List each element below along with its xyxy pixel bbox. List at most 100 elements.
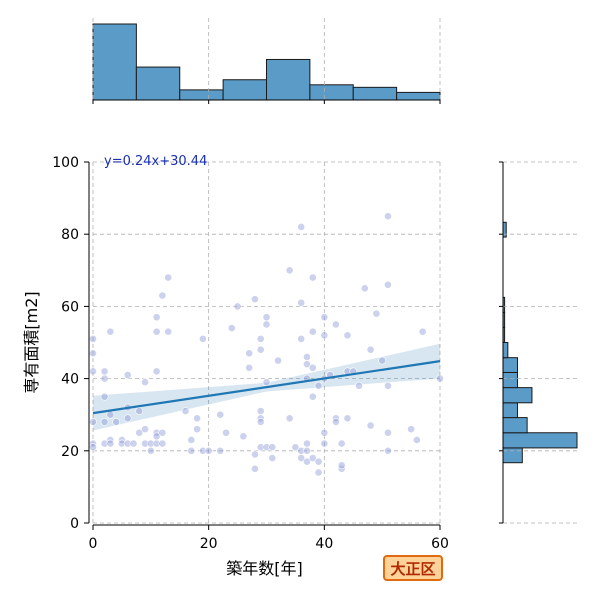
data-point [198,334,207,343]
data-point [251,464,259,473]
right-histogram-bar [502,387,533,404]
data-point [384,280,392,289]
data-point [112,418,121,426]
data-point [158,439,167,448]
data-point [297,334,306,343]
data-point [366,345,375,354]
data-point [331,320,340,329]
data-point [216,410,225,419]
data-point [187,436,196,444]
data-point [384,381,392,390]
data-point [262,378,271,387]
data-point [303,353,311,361]
data-point [198,446,207,455]
data-point [308,273,317,282]
data-point [129,439,138,448]
data-point [100,418,109,426]
top-histogram-bar [396,91,441,101]
x-tick-label: 60 [431,536,449,552]
data-point [222,428,230,437]
data-point [262,443,271,452]
top-histogram-bar [352,86,398,101]
right-histogram [499,161,578,524]
right-histogram-bar [502,432,578,449]
data-point [314,457,323,466]
data-point [320,313,329,322]
data-point [100,367,109,376]
data-point [106,410,115,419]
y-tick-label: 80 [61,227,79,243]
data-point [314,468,323,477]
data-point [308,327,317,336]
data-point [152,327,161,336]
data-point [135,407,144,415]
data-point [331,418,340,426]
data-point [100,374,109,383]
regression-line [92,360,441,415]
data-point [118,439,126,448]
data-point [146,446,155,455]
data-point [251,450,259,459]
data-point [308,454,317,462]
data-point [227,324,236,332]
data-point [343,331,352,340]
y-axis-label: 専有面積[m2] [22,291,41,393]
right-histogram-bar [502,417,528,434]
data-point [343,414,352,423]
y-tick-label: 100 [52,155,79,171]
data-point [268,454,277,462]
data-point [372,309,381,318]
data-point [320,428,329,437]
data-point [412,436,421,444]
data-point [303,446,311,455]
data-point [297,223,306,231]
data-point [297,298,306,307]
right-histogram-bar [502,402,518,419]
data-point [355,381,363,390]
top-histogram-bar [92,23,137,101]
data-point [152,367,161,376]
data-point [308,392,317,401]
data-point [407,425,415,434]
data-point [314,381,323,390]
data-point [418,327,427,336]
data-point [100,439,109,448]
top-histogram-bar [222,79,267,101]
data-point [320,331,329,340]
data-point [308,363,317,372]
data-point [245,349,254,358]
data-point [303,439,311,448]
x-tick-label: 20 [200,536,218,552]
data-point [262,320,271,329]
data-point [256,334,265,343]
data-point [187,446,196,455]
data-point [268,443,277,452]
top-histogram-bar [135,66,181,101]
data-point [436,374,444,383]
x-axis-label: 築年数[年] [226,559,303,578]
data-point [251,295,259,304]
data-point [89,334,97,343]
data-point [123,439,132,448]
data-point [337,461,346,470]
data-point [100,392,109,401]
data-point [106,439,115,448]
data-point [256,443,265,452]
data-point [285,266,294,275]
right-histogram-bar [502,342,509,359]
data-point [239,432,248,441]
data-point [152,439,161,448]
data-point [378,356,387,365]
right-histogram-bar [502,447,523,464]
top-histogram-bar [179,89,224,101]
top-histogram-bar [309,84,354,101]
data-point [141,425,149,434]
data-point [89,349,97,358]
data-point [320,439,329,448]
scatter-panel: y=0.24x+30.44 0 20 40 60 80 100 0 20 40 60 築年数[年] 専有… [22,154,449,578]
data-point [337,439,346,448]
data-point [193,414,201,423]
y-tick-label: 40 [61,372,79,388]
data-point [164,273,173,282]
